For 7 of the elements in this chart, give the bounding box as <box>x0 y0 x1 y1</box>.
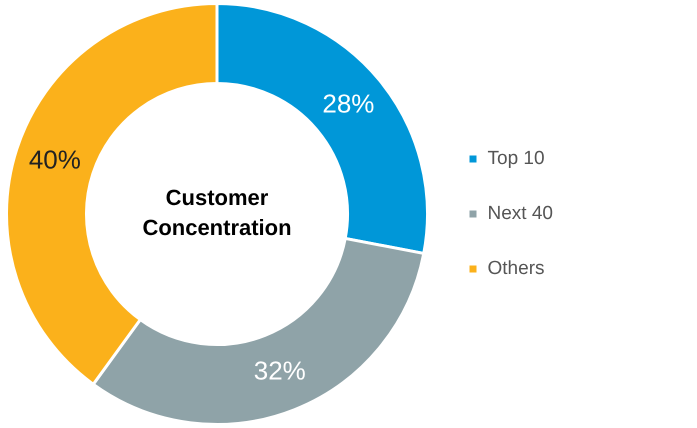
legend-label: Next 40 <box>488 203 553 224</box>
legend-label: Others <box>488 258 545 280</box>
data-label: 32% <box>254 356 306 386</box>
data-label: 28% <box>322 88 374 118</box>
data-label: 40% <box>28 144 81 174</box>
text: Customer Concentration <box>142 185 292 240</box>
legend-label: Top 10 <box>488 148 545 170</box>
